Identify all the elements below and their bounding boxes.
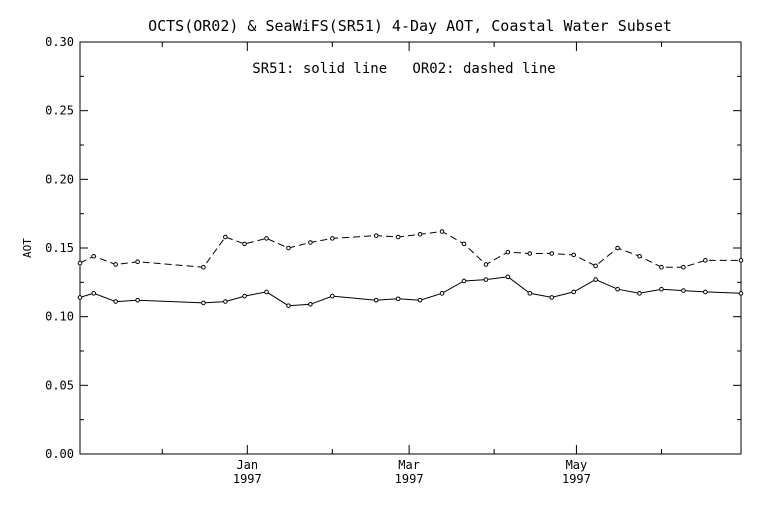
y-tick-label: 0.20 [45,172,74,186]
data-point-or02 [681,264,686,270]
data-point-or02 [738,258,744,263]
data-point-sr51 [135,297,140,303]
data-point-or02 [223,234,228,240]
x-tick-sublabel: 1997 [562,472,591,486]
data-point-or02 [549,251,555,256]
data-point-sr51 [483,277,489,282]
data-point-or02 [461,241,467,247]
data-point-or02 [395,234,401,240]
data-point-sr51 [308,302,313,307]
x-tick-sublabel: 1997 [233,472,262,486]
data-point-or02 [637,253,642,259]
data-point-or02 [439,229,445,234]
data-point-sr51 [286,303,291,308]
data-point-sr51 [264,289,269,295]
data-point-or02 [659,264,664,270]
data-point-or02 [615,245,620,251]
data-point-sr51 [659,286,664,292]
data-point-or02 [505,249,511,255]
y-tick-label: 0.05 [45,378,74,392]
data-point-or02 [201,264,206,270]
data-point-or02 [77,260,83,266]
data-point-sr51 [703,289,708,295]
data-point-sr51 [395,296,401,302]
data-point-sr51 [330,293,335,299]
data-point-sr51 [242,293,247,299]
data-point-or02 [286,245,291,251]
data-point-sr51 [549,295,555,300]
data-point-sr51 [373,297,379,303]
data-point-or02 [527,251,533,256]
data-point-sr51 [201,300,206,306]
y-axis-label: AOT [21,238,34,258]
data-point-or02 [264,236,269,241]
y-tick-label: 0.10 [45,310,74,324]
x-tick-label: May [566,458,588,472]
y-tick-label: 0.30 [45,35,74,49]
data-point-sr51 [637,291,642,296]
series-line-sr51 [79,276,742,307]
y-axis: 0.00 0.05 0.10 0.15 0.20 0.25 0.30 [45,35,741,461]
data-point-sr51 [527,291,533,296]
data-point-or02 [242,241,247,247]
data-point-sr51 [593,277,598,282]
data-point-or02 [417,231,423,237]
data-point-or02 [373,233,379,238]
data-point-or02 [483,262,489,267]
plot-frame [79,41,742,455]
data-point-sr51 [417,297,423,303]
y-tick-label: 0.15 [45,241,74,255]
y-tick-label: 0.00 [45,447,74,461]
data-point-or02 [113,262,118,267]
y-tick-label: 0.25 [45,104,74,118]
data-point-or02 [571,252,576,258]
data-point-sr51 [77,295,83,300]
chart-title: OCTS(OR02) & SeaWiFS(SR51) 4-Day AOT, Co… [148,17,672,35]
data-point-or02 [308,240,313,245]
x-tick-label: Mar [398,458,420,472]
data-point-or02 [135,259,140,265]
legend-annotation: SR51: solid line OR02: dashed line [252,61,555,77]
data-point-or02 [703,258,708,263]
data-point-sr51 [113,299,118,304]
data-point-or02 [330,236,335,241]
series-line-or02 [79,230,741,268]
data-point-or02 [593,263,598,269]
data-point-sr51 [615,286,620,292]
series-layer [77,229,744,308]
data-point-sr51 [505,274,511,280]
x-tick-label: Jan [236,458,258,472]
data-point-sr51 [223,299,228,304]
data-point-sr51 [738,291,744,296]
data-point-sr51 [461,278,467,284]
data-point-sr51 [681,288,686,293]
x-tick-sublabel: 1997 [395,472,424,486]
data-point-or02 [91,253,97,259]
data-point-sr51 [571,289,576,295]
data-point-sr51 [91,291,97,296]
data-point-sr51 [439,291,445,296]
